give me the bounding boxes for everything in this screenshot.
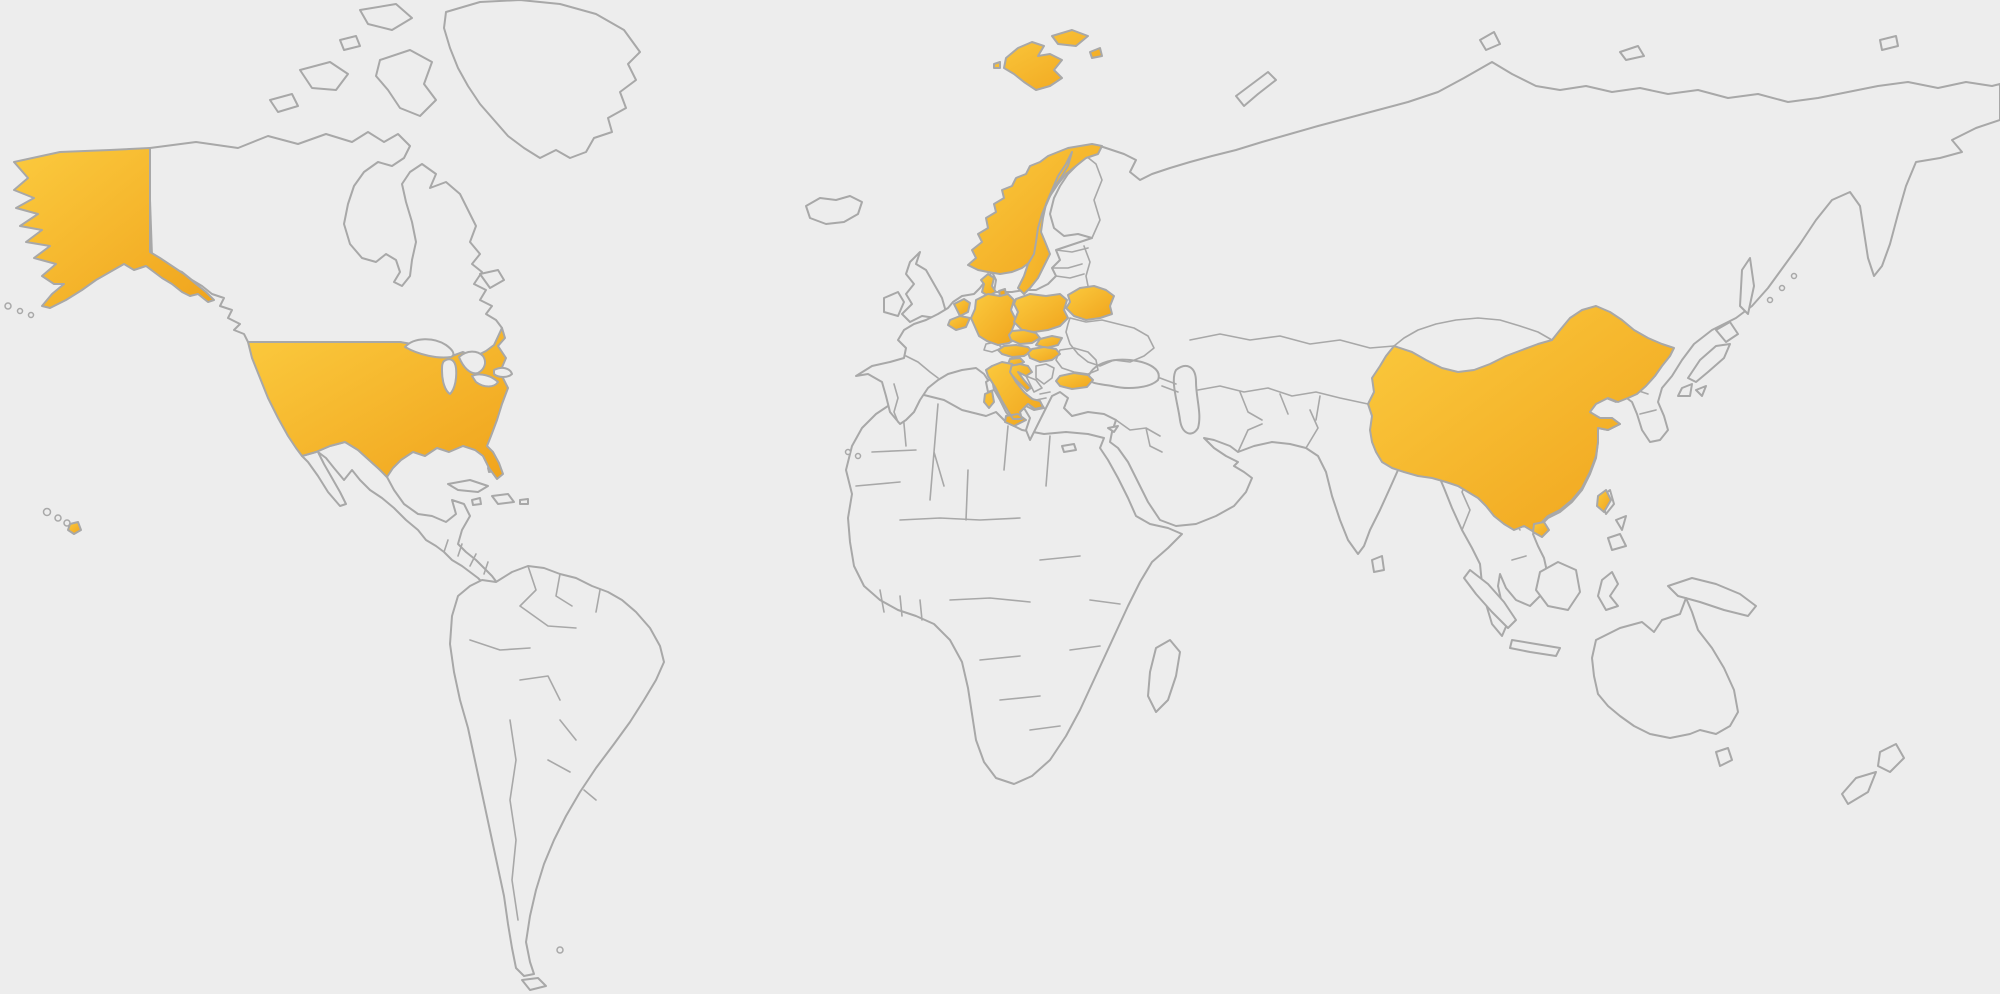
hawaii-island-dot [54,514,62,522]
lake-erie [471,373,499,388]
island-great-britain [901,251,947,323]
country-hungary[interactable] [1027,346,1061,363]
border-romania [1055,347,1099,375]
landmass-australia [1591,597,1739,739]
caspian-sea [1172,365,1201,435]
country-austria[interactable] [997,344,1033,358]
country-slovakia[interactable] [1035,335,1063,349]
country-czech-republic[interactable] [1008,329,1041,345]
country-bulgaria[interactable] [1055,372,1094,390]
island-madagascar [1147,639,1181,713]
lake-huron [458,350,487,375]
aleutian-island-dot [16,307,24,315]
borders-balkans [1025,363,1055,401]
borders-europe-east [1051,155,1103,287]
border-ukraine [1065,317,1155,367]
canary-island-dot [844,448,852,456]
islands-caribbean [447,465,529,506]
territory-taiwan-china[interactable] [1596,489,1612,513]
borders-africa [855,401,1121,731]
state-hawaii-united-states[interactable] [67,521,82,535]
borders-middle-east [1115,377,1319,453]
islands-mediterranean [1061,425,1119,453]
kuril-island-dot [1790,272,1798,280]
borders-south-america [469,565,601,921]
aleutian-island-dot [27,311,35,319]
island-sri-lanka [1371,555,1385,573]
country-italy[interactable] [983,361,1044,427]
lake-ontario [493,366,513,378]
island-sakhalin [1739,257,1755,315]
island-tasmania [1715,747,1733,767]
aleutian-island-dot [4,302,12,310]
country-sweden[interactable] [1017,151,1073,295]
territory-hainan-china[interactable] [1532,521,1550,538]
islands-new-zealand [1841,743,1905,805]
landmass-canada [149,131,503,359]
kuril-island-dot [1766,296,1774,304]
islands-japan [1677,321,1739,397]
landmass-south-america [449,565,665,977]
borders-central-asia [1189,333,1395,421]
island-iceland [805,195,863,225]
canary-island-dot [854,452,862,460]
state-alaska-united-states[interactable] [13,147,215,309]
country-belgium[interactable] [947,315,971,331]
islands-arctic-russia [1235,31,1899,107]
hawaii-island-dot [42,507,52,517]
islands-indonesia [1463,561,1757,657]
borders-iberia-france [893,355,939,423]
lake-michigan [441,358,458,395]
borders-central-america [443,539,489,575]
arctic-islands-canada [269,3,505,289]
country-poland[interactable] [1013,293,1069,333]
border-mongolia [1393,317,1553,347]
island-ireland [883,291,905,317]
falkland-island-dot [556,946,564,954]
kuril-island-dot [1778,284,1786,292]
country-belarus[interactable] [1065,285,1115,321]
country-china[interactable] [1367,305,1675,533]
country-netherlands[interactable] [953,298,971,317]
lake-superior [404,338,455,359]
island-tierra-del-fuego [521,977,547,991]
territory-svalbard-norway[interactable] [993,29,1103,91]
landmass-mexico-central-america [301,441,499,591]
landmass-greenland [443,0,641,159]
